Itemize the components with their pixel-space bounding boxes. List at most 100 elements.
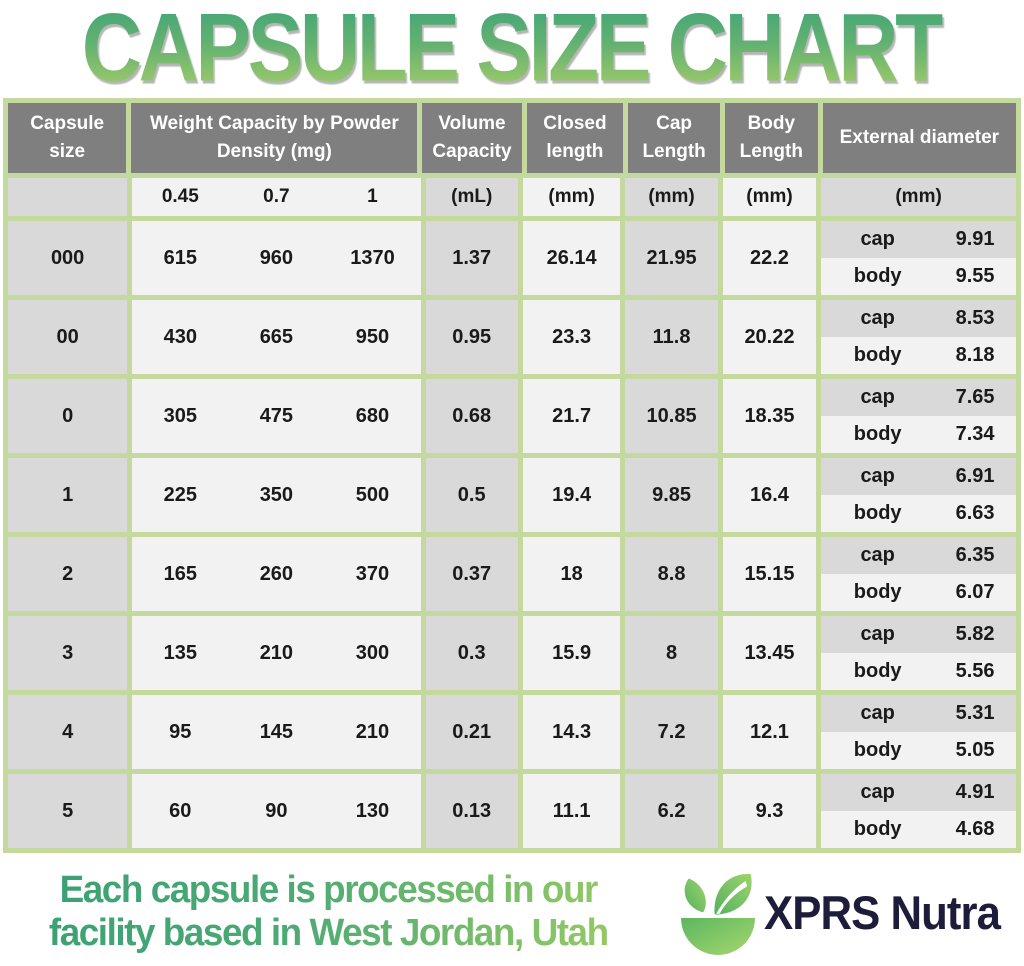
external-diameter-cell: cap 7.65 body 7.34 — [821, 379, 1016, 453]
external-diameter-cell: cap 8.53 body 8.18 — [821, 300, 1016, 374]
weight-capacity-cell: 225 350 500 — [132, 458, 421, 532]
capsule-size-cell: 1 — [8, 458, 128, 532]
units-body-length: (mm) — [722, 178, 817, 216]
closed-length-cell: 15.9 — [522, 616, 621, 690]
capsule-size-cell: 3 — [8, 616, 128, 690]
cap-length-cell: 6.2 — [625, 774, 718, 848]
external-diameter-body-row: body 8.18 — [821, 337, 1016, 374]
weight-value: 210 — [355, 720, 390, 743]
volume-capacity-cell: 0.37 — [425, 537, 518, 611]
cap-diameter-value: 6.91 — [955, 465, 995, 487]
table-row: 000 615 960 1370 1.37 26.14 21.95 22.2 c… — [8, 221, 1016, 295]
body-label: body — [853, 581, 902, 603]
weight-capacity-cell: 60 90 130 — [132, 774, 421, 848]
table-header-row: Capsule size Weight Capacity by Powder D… — [8, 103, 1016, 173]
header-weight-capacity: Weight Capacity by Powder Density (mg) — [131, 103, 418, 173]
table-row: 5 60 90 130 0.13 11.1 6.2 9.3 cap 4.91 b… — [8, 774, 1016, 848]
closed-length-cell: 11.1 — [522, 774, 621, 848]
external-diameter-cap-row: cap 4.91 — [821, 774, 1016, 811]
cap-label: cap — [860, 386, 895, 408]
capsule-size-cell: 0 — [8, 379, 128, 453]
volume-capacity-cell: 0.68 — [425, 379, 518, 453]
body-length-cell: 15.15 — [722, 537, 817, 611]
cap-length-cell: 11.8 — [625, 300, 718, 374]
weight-capacity-cell: 95 145 210 — [132, 695, 421, 769]
cap-length-cell: 10.85 — [625, 379, 718, 453]
body-diameter-value: 4.68 — [955, 818, 995, 840]
header-closed-length: Closed length — [526, 103, 624, 173]
header-body-length: Body Length — [724, 103, 818, 173]
external-diameter-cap-row: cap 6.35 — [821, 537, 1016, 574]
body-label: body — [853, 660, 902, 682]
body-diameter-value: 5.05 — [955, 739, 995, 761]
capsule-size-cell: 4 — [8, 695, 128, 769]
weight-value: 305 — [163, 404, 197, 427]
volume-capacity-cell: 0.3 — [425, 616, 518, 690]
body-diameter-value: 6.63 — [955, 502, 995, 524]
external-diameter-body-row: body 6.63 — [821, 495, 1016, 532]
title-bar: CAPSULE SIZE CHART — [0, 0, 1024, 96]
external-diameter-body-row: body 5.05 — [821, 732, 1016, 769]
density-value: 0.7 — [263, 186, 290, 207]
units-closed-length: (mm) — [522, 178, 621, 216]
weight-value: 950 — [355, 325, 390, 348]
table-row: 0 305 475 680 0.68 21.7 10.85 18.35 cap … — [8, 379, 1016, 453]
body-label: body — [853, 265, 902, 287]
capsule-size-cell: 2 — [8, 537, 128, 611]
body-label: body — [853, 739, 902, 761]
units-cap-length: (mm) — [625, 178, 718, 216]
body-length-cell: 22.2 — [722, 221, 817, 295]
weight-value: 475 — [259, 404, 294, 427]
weight-value: 225 — [163, 483, 197, 506]
weight-value: 260 — [259, 562, 294, 585]
cap-length-cell: 9.85 — [625, 458, 718, 532]
weight-value: 500 — [355, 483, 390, 506]
closed-length-cell: 21.7 — [522, 379, 621, 453]
external-diameter-body-row: body 6.07 — [821, 574, 1016, 611]
weight-capacity-cell: 165 260 370 — [132, 537, 421, 611]
density-value: 1 — [367, 186, 378, 207]
footer: Each capsule is processed in our facilit… — [0, 869, 1024, 955]
cap-diameter-value: 4.91 — [955, 781, 995, 803]
external-diameter-cell: cap 4.91 body 4.68 — [821, 774, 1016, 848]
weight-value: 300 — [355, 641, 390, 664]
weight-value: 615 — [163, 246, 197, 269]
table-row: 4 95 145 210 0.21 14.3 7.2 12.1 cap 5.31… — [8, 695, 1016, 769]
cap-diameter-value: 9.91 — [955, 228, 995, 250]
external-diameter-cell: cap 5.31 body 5.05 — [821, 695, 1016, 769]
volume-capacity-cell: 0.5 — [425, 458, 518, 532]
header-external-diameter: External diameter — [822, 103, 1016, 173]
table-row: 3 135 210 300 0.3 15.9 8 13.45 cap 5.82 … — [8, 616, 1016, 690]
brand-name: XPRS Nutra — [764, 885, 1001, 939]
body-diameter-value: 8.18 — [955, 344, 995, 366]
body-length-cell: 18.35 — [722, 379, 817, 453]
table-row: 2 165 260 370 0.37 18 8.8 15.15 cap 6.35… — [8, 537, 1016, 611]
table-row: 1 225 350 500 0.5 19.4 9.85 16.4 cap 6.9… — [8, 458, 1016, 532]
volume-capacity-cell: 1.37 — [425, 221, 518, 295]
cap-length-cell: 7.2 — [625, 695, 718, 769]
capsule-size-table: Capsule size Weight Capacity by Powder D… — [3, 98, 1021, 853]
body-length-cell: 12.1 — [722, 695, 817, 769]
footer-tagline-line1: Each capsule is processed in our — [59, 869, 597, 912]
external-diameter-cap-row: cap 5.82 — [821, 616, 1016, 653]
cap-label: cap — [860, 544, 895, 566]
volume-capacity-cell: 0.13 — [425, 774, 518, 848]
capsule-size-cell: 00 — [8, 300, 128, 374]
weight-value: 130 — [355, 799, 390, 822]
cap-diameter-value: 5.31 — [955, 702, 995, 724]
volume-capacity-cell: 0.21 — [425, 695, 518, 769]
header-capsule-size: Capsule size — [8, 103, 127, 173]
weight-value: 60 — [169, 799, 192, 822]
external-diameter-body-row: body 4.68 — [821, 811, 1016, 848]
weight-capacity-cell: 615 960 1370 — [132, 221, 421, 295]
body-label: body — [853, 344, 902, 366]
capsule-size-cell: 000 — [8, 221, 128, 295]
cap-diameter-value: 8.53 — [955, 307, 995, 329]
weight-value: 680 — [355, 404, 390, 427]
closed-length-cell: 26.14 — [522, 221, 621, 295]
cap-length-cell: 8.8 — [625, 537, 718, 611]
table-row: 00 430 665 950 0.95 23.3 11.8 20.22 cap … — [8, 300, 1016, 374]
body-length-cell: 13.45 — [722, 616, 817, 690]
density-value: 0.45 — [161, 186, 199, 207]
units-capsule-size-blank — [8, 178, 128, 216]
